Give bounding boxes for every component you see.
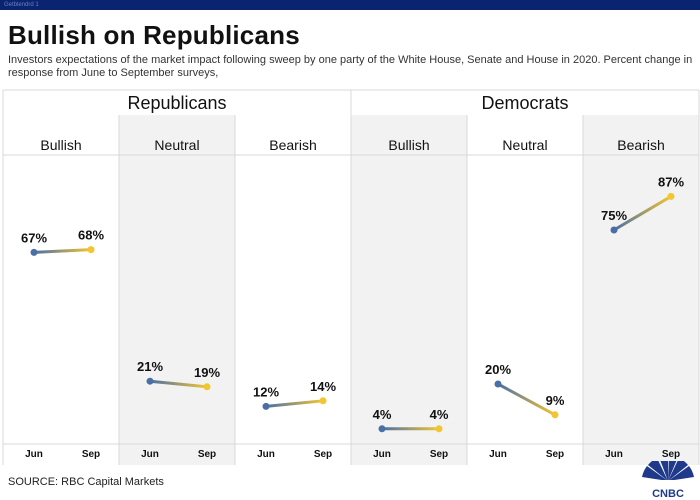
chart-title: Bullish on Republicans bbox=[8, 20, 300, 50]
value-label: 12% bbox=[253, 384, 279, 399]
x-tick-label: Jun bbox=[605, 449, 623, 460]
value-label: 9% bbox=[546, 393, 565, 408]
slope-line bbox=[264, 399, 325, 408]
x-tick-label: Jun bbox=[257, 449, 275, 460]
point-sep bbox=[203, 383, 211, 391]
point-sep bbox=[87, 246, 95, 254]
panel-label: Bearish bbox=[269, 137, 316, 153]
panel-background bbox=[351, 115, 467, 465]
point-jun bbox=[610, 226, 618, 234]
x-tick-label: Sep bbox=[546, 449, 564, 460]
point-jun bbox=[378, 425, 386, 433]
panel-label: Bearish bbox=[617, 137, 664, 153]
point-sep bbox=[319, 397, 327, 405]
x-tick-label: Jun bbox=[373, 449, 391, 460]
x-tick-label: Sep bbox=[314, 449, 332, 460]
top-bar: Getblendrd 1 bbox=[0, 0, 700, 10]
x-tick-label: Sep bbox=[430, 449, 448, 460]
cnbc-logo: CNBC bbox=[642, 461, 694, 499]
panel-background bbox=[119, 115, 235, 465]
point-jun bbox=[494, 380, 502, 388]
point-jun bbox=[262, 402, 270, 410]
tab-label: Getblendrd 1 bbox=[4, 2, 39, 8]
x-tick-label: Sep bbox=[198, 449, 216, 460]
x-tick-label: Sep bbox=[82, 449, 100, 460]
x-tick-label: Jun bbox=[489, 449, 507, 460]
peacock-icon bbox=[642, 461, 694, 485]
value-label: 20% bbox=[485, 362, 511, 377]
slope-line bbox=[612, 194, 673, 232]
source-note: SOURCE: RBC Capital Markets bbox=[8, 476, 164, 488]
slope-line bbox=[32, 248, 93, 254]
slope-line bbox=[496, 382, 557, 417]
value-label: 87% bbox=[658, 174, 684, 189]
group-label: Democrats bbox=[481, 93, 568, 113]
value-label: 67% bbox=[21, 230, 47, 245]
point-jun bbox=[30, 248, 38, 256]
value-label: 21% bbox=[137, 359, 163, 374]
chart-subtitle: Investors expectations of the market imp… bbox=[8, 54, 693, 79]
cnbc-logo-text: CNBC bbox=[652, 488, 684, 499]
point-sep bbox=[435, 425, 443, 433]
value-label: 75% bbox=[601, 208, 627, 223]
panel-label: Bullish bbox=[388, 137, 429, 153]
value-label: 68% bbox=[78, 228, 104, 243]
value-label: 4% bbox=[373, 407, 392, 422]
panel-label: Neutral bbox=[502, 137, 547, 153]
panel-background bbox=[583, 115, 699, 465]
x-tick-label: Sep bbox=[662, 449, 680, 460]
x-tick-label: Jun bbox=[25, 449, 43, 460]
point-sep bbox=[667, 192, 675, 200]
panel-label: Bullish bbox=[40, 137, 81, 153]
x-tick-label: Jun bbox=[141, 449, 159, 460]
panel-label: Neutral bbox=[154, 137, 199, 153]
point-jun bbox=[146, 377, 154, 385]
slope-line bbox=[148, 379, 209, 389]
value-label: 4% bbox=[430, 407, 449, 422]
value-label: 19% bbox=[194, 365, 220, 380]
point-sep bbox=[551, 411, 559, 419]
value-label: 14% bbox=[310, 379, 336, 394]
group-label: Republicans bbox=[127, 93, 226, 113]
